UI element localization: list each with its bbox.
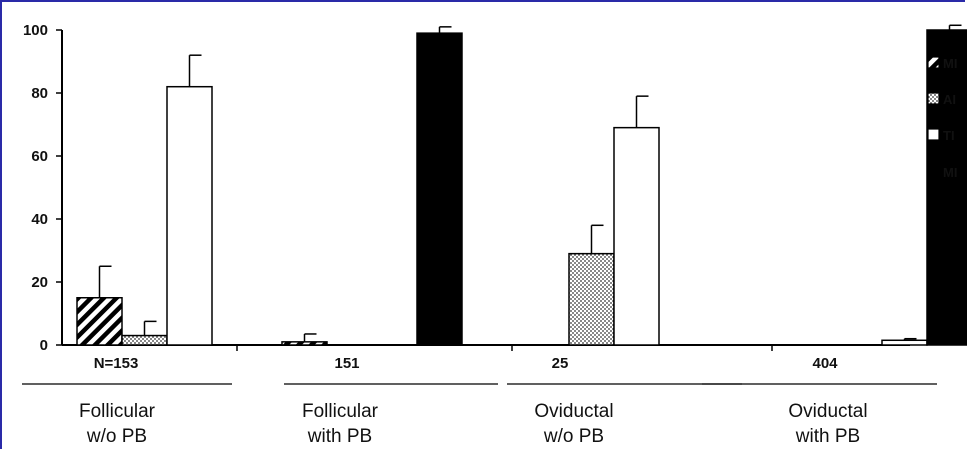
bar [926,29,967,346]
legend-label: TI [943,128,955,143]
category-labels: N=153 Follicular w/o PB 151 Follicular with P… [22,355,937,447]
y-tick-label: 100 [23,22,48,39]
legend-swatch [927,92,940,105]
y-tick-label: 20 [31,274,48,291]
legend-label: AI [943,92,956,107]
legend: MI AI TI MI [927,56,957,180]
bar [568,252,615,346]
group-name-line1: Oviductal [534,401,613,422]
bar [613,126,660,346]
legend-swatch [927,56,940,69]
bar [281,341,328,346]
bar [166,85,213,346]
bar [76,297,123,346]
legend-label: MI [943,56,957,71]
y-tick-label: 0 [40,337,48,354]
legend-swatch [927,128,940,141]
axes: 0 20 40 60 80 100 [23,22,910,354]
group-name-line1: Follicular [79,401,156,422]
group-name-line2: with PB [307,426,372,447]
group-name-line2: with PB [795,426,860,447]
group-name-line2: w/o PB [86,426,147,447]
legend-label: MI [943,165,957,180]
group-count-label: 25 [552,355,569,372]
group-name-line1: Follicular [302,401,379,422]
bars [76,24,967,346]
group-name-line1: Oviductal [788,401,867,422]
group-name-line2: w/o PB [543,426,604,447]
bar [416,32,463,346]
group-count-label: 404 [812,355,838,372]
bar [881,339,928,346]
bar [121,334,168,346]
y-tick-label: 60 [31,148,48,165]
group-count-label: N=153 [94,355,139,372]
y-tick-label: 80 [31,85,48,102]
y-tick-label: 40 [31,211,48,228]
legend-swatch [927,165,940,178]
group-count-label: 151 [334,355,359,372]
